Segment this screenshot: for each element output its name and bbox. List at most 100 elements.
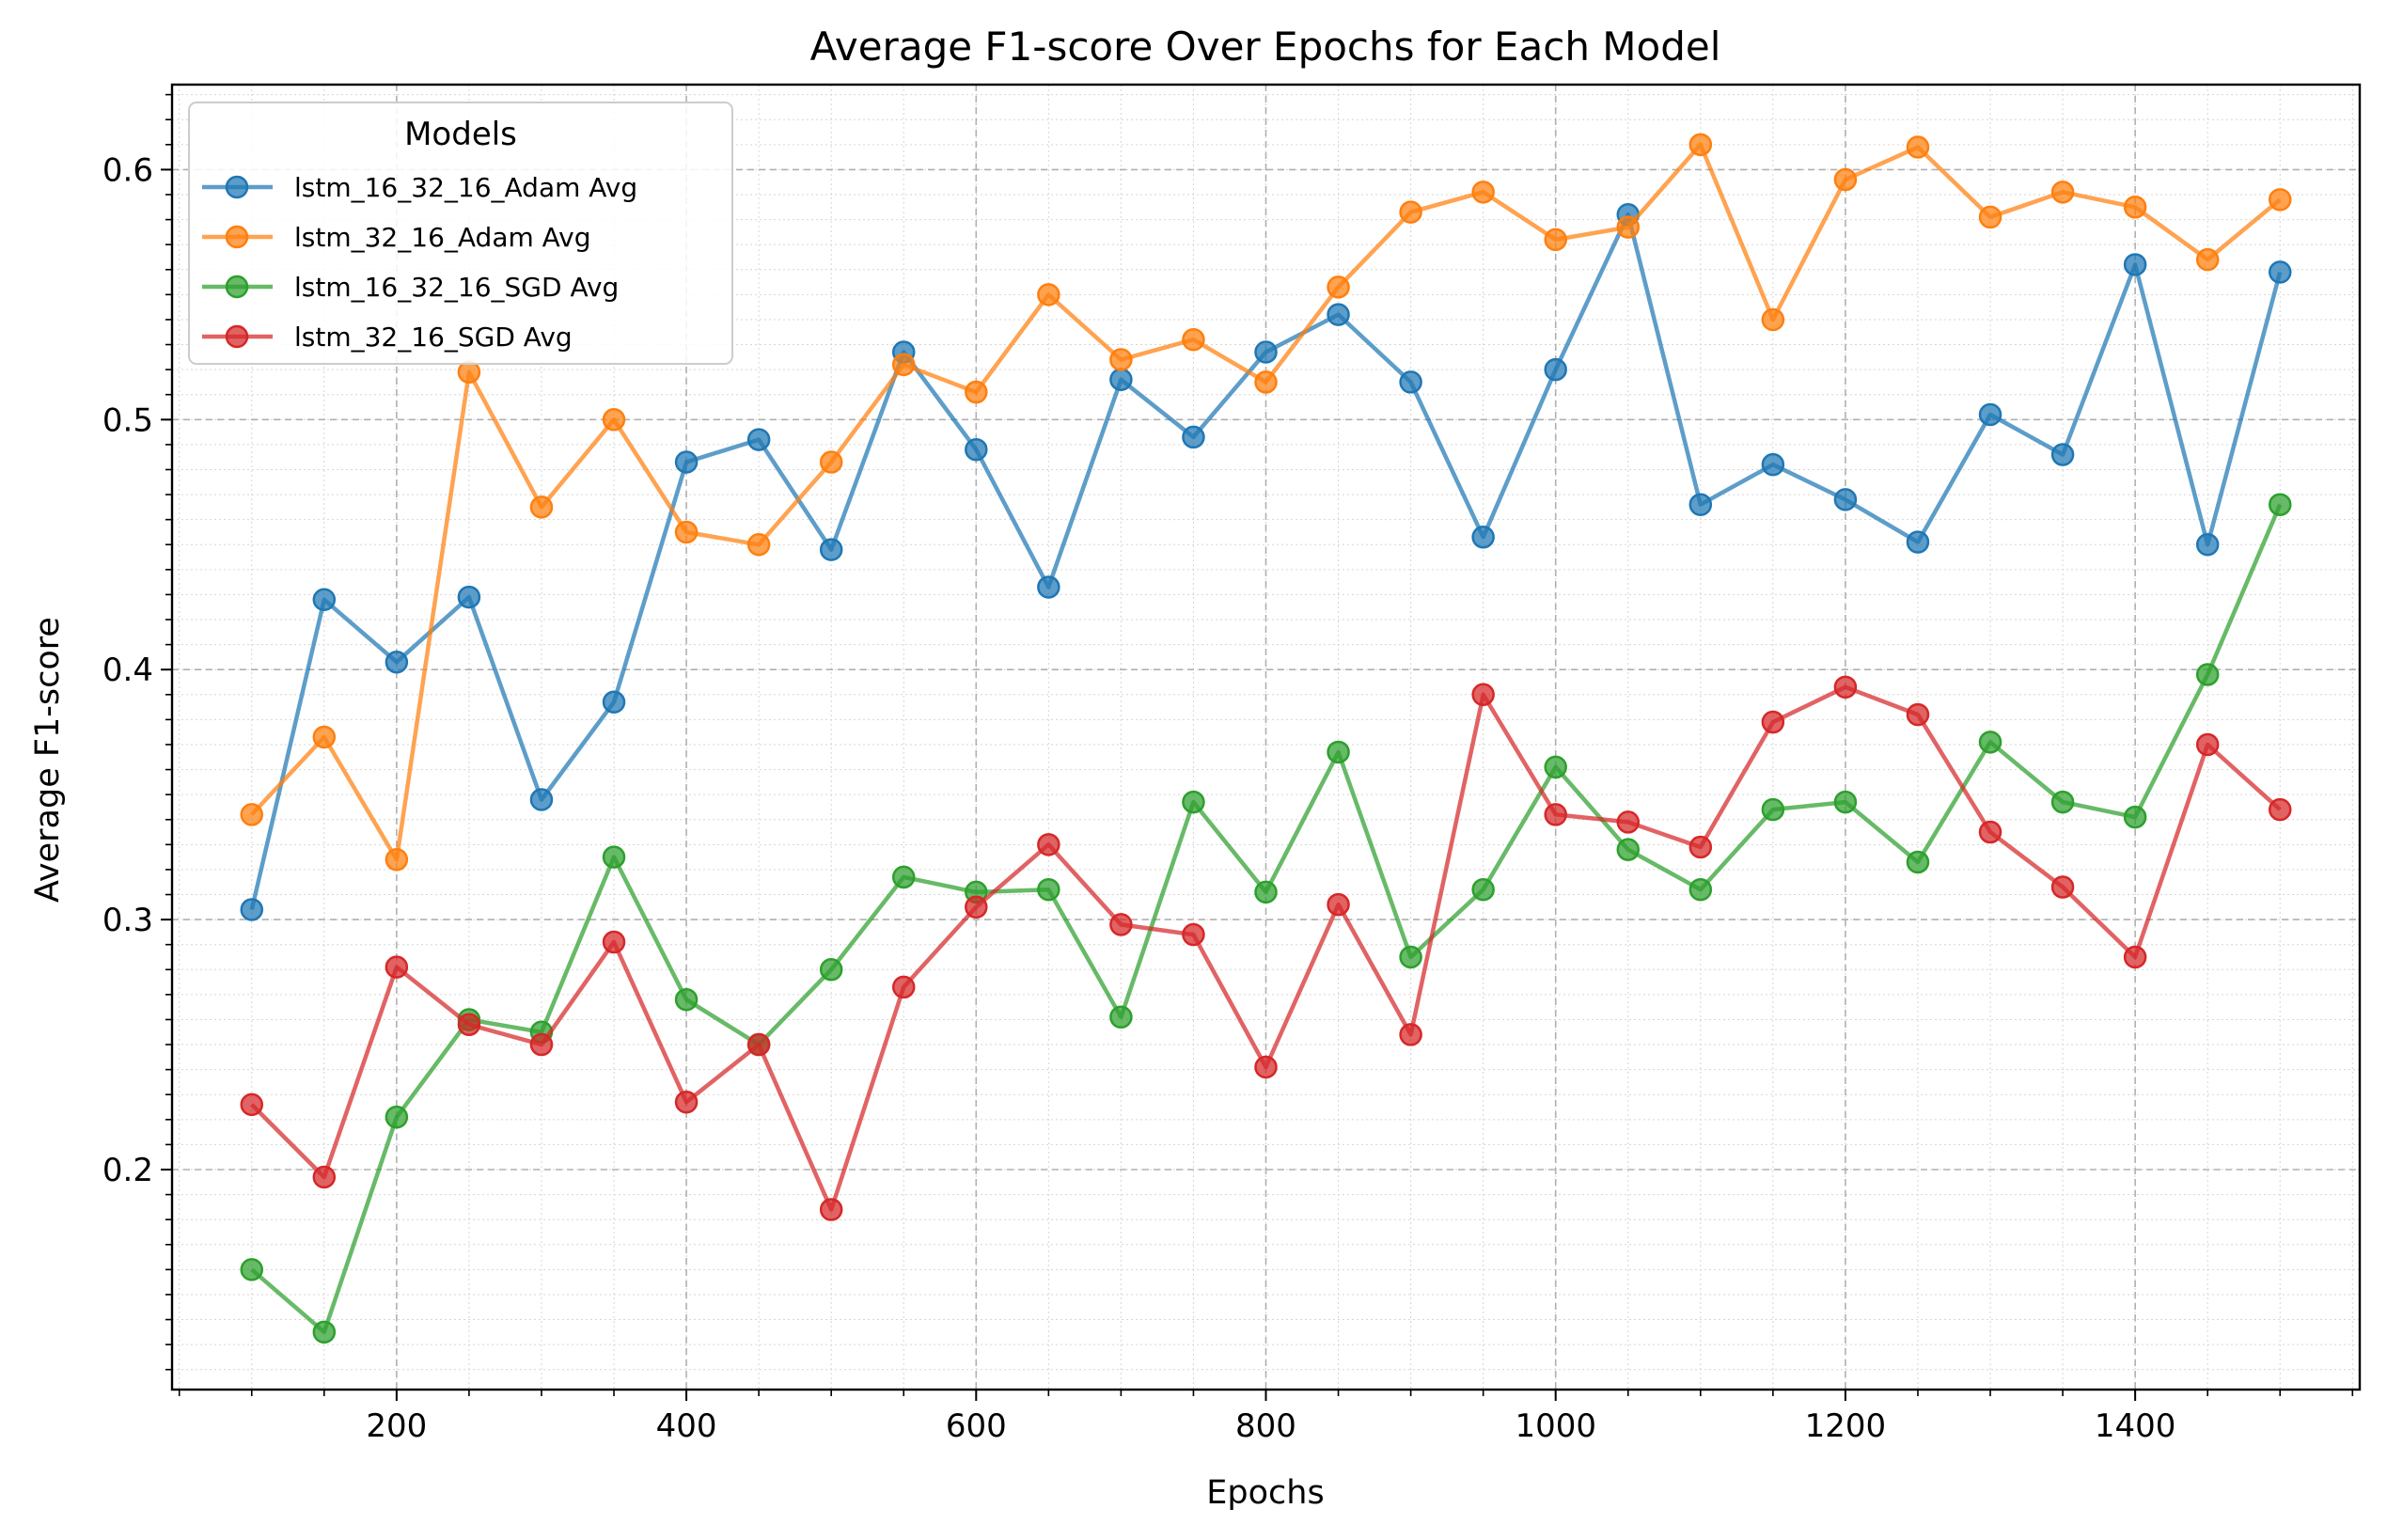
data-point <box>385 955 409 979</box>
legend-label: lstm_16_32_16_Adam Avg <box>294 172 637 203</box>
data-point <box>1109 348 1133 371</box>
legend-entries: lstm_16_32_16_Adam Avg lstm_32_16_Adam Av… <box>202 172 637 353</box>
y-tick-label: 0.6 <box>102 151 153 189</box>
data-point <box>1833 167 1858 192</box>
data-point <box>457 360 481 385</box>
series-layer <box>240 133 2292 1344</box>
data-point <box>674 1090 699 1114</box>
data-point <box>312 725 337 749</box>
data-point <box>1327 303 1350 326</box>
data-point <box>1544 755 1567 779</box>
legend-entry: lstm_16_32_16_Adam Avg <box>202 172 637 203</box>
x-axis-label: Epochs <box>1206 1474 1324 1512</box>
legend-entry: lstm_16_32_16_SGD Avg <box>202 272 619 303</box>
data-point <box>1616 810 1641 834</box>
data-point <box>240 803 264 826</box>
data-point <box>2050 875 2075 899</box>
grid <box>172 85 2360 1390</box>
data-point <box>457 1013 481 1037</box>
data-point <box>891 353 916 377</box>
y-tick-label: 0.3 <box>102 902 153 939</box>
data-point <box>2268 797 2292 822</box>
data-point <box>1616 215 1641 239</box>
legend-label: lstm_16_32_16_SGD Avg <box>294 272 619 303</box>
data-point <box>891 865 916 889</box>
data-point <box>1037 877 1060 902</box>
data-point <box>819 1198 843 1221</box>
data-point <box>1688 835 1713 859</box>
data-point <box>2268 188 2292 212</box>
data-point <box>1978 731 2002 754</box>
chart-title: Average F1-score Over Epochs for Each Mo… <box>810 24 1721 70</box>
data-point <box>1399 370 1422 394</box>
data-point <box>1978 820 2002 844</box>
data-point <box>1978 205 2002 229</box>
data-point <box>1254 880 1278 904</box>
series-2 <box>240 133 2292 872</box>
data-point <box>2195 732 2220 757</box>
legend-box <box>188 102 733 365</box>
x-tick-label: 200 <box>366 1407 427 1445</box>
x-tick-label: 800 <box>1235 1407 1296 1445</box>
legend-label: lstm_32_16_SGD Avg <box>294 322 573 353</box>
data-point <box>2268 493 2292 516</box>
data-point <box>1399 1023 1422 1046</box>
x-tick-label: 400 <box>656 1407 717 1445</box>
data-point <box>1471 181 1495 204</box>
data-point <box>1037 575 1060 599</box>
legend-entry: lstm_32_16_SGD Avg <box>202 322 573 353</box>
legend-marker <box>225 175 249 199</box>
data-point <box>529 495 554 519</box>
data-point <box>1327 275 1350 299</box>
data-point <box>2195 533 2220 557</box>
data-point <box>240 1258 264 1281</box>
data-point <box>1688 877 1713 902</box>
data-point <box>819 958 843 982</box>
data-point <box>385 1105 409 1129</box>
data-point <box>1254 1055 1278 1079</box>
data-point <box>1254 370 1278 394</box>
data-point <box>2195 663 2220 686</box>
data-point <box>1037 283 1060 306</box>
data-point <box>529 788 554 811</box>
data-point <box>2123 805 2147 829</box>
data-point <box>1906 702 1930 727</box>
data-point <box>1399 945 1422 969</box>
data-point <box>1109 368 1133 392</box>
data-point <box>602 930 626 954</box>
data-point <box>1906 850 1930 874</box>
data-point <box>1906 530 1930 554</box>
y-tick-label: 0.4 <box>102 652 153 689</box>
data-point <box>1544 803 1567 826</box>
series-1 <box>240 203 2292 921</box>
data-point <box>312 588 337 612</box>
legend: Models lstm_16_32_16_Adam Avg lstm_32_16_… <box>188 102 733 365</box>
data-point <box>385 848 409 872</box>
x-tick-label: 1200 <box>1805 1407 1887 1445</box>
data-point <box>819 538 843 561</box>
data-point <box>746 428 771 451</box>
data-point <box>1833 488 1858 511</box>
series-4 <box>240 675 2292 1221</box>
y-tick-label: 0.5 <box>102 401 153 439</box>
data-point <box>1833 790 1858 814</box>
data-point <box>240 1092 264 1117</box>
data-point <box>746 1032 771 1057</box>
data-point <box>1616 838 1641 861</box>
data-point <box>457 585 481 609</box>
data-point <box>1399 200 1422 224</box>
data-point <box>819 450 843 474</box>
data-point <box>1254 340 1278 364</box>
data-point <box>240 898 264 921</box>
data-point <box>2268 260 2292 284</box>
data-point <box>1182 327 1205 352</box>
data-point <box>1182 425 1205 449</box>
legend-marker <box>225 324 249 349</box>
x-tick-label: 1000 <box>1515 1407 1596 1445</box>
data-point <box>965 895 988 919</box>
data-point <box>602 690 626 715</box>
data-point <box>2195 247 2220 272</box>
data-point <box>1833 675 1858 699</box>
legend-title: Models <box>404 116 517 153</box>
